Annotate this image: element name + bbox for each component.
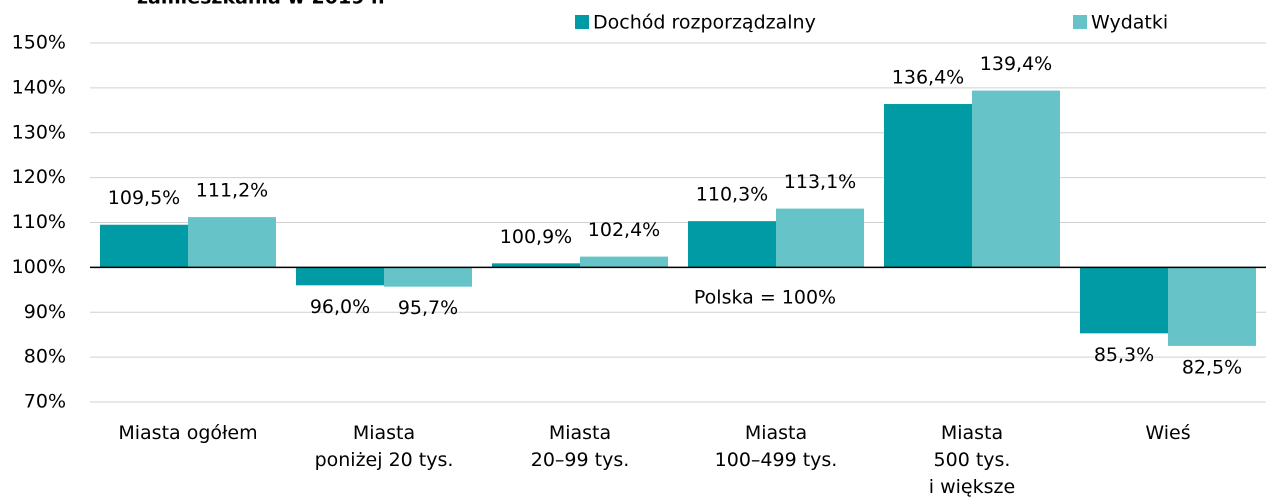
y-tick-label: 130% [12,121,66,143]
x-tick-label: Miasta 500 tys. i większe [929,422,1015,498]
y-tick-label: 150% [12,32,66,54]
bar [100,224,188,268]
bar [972,90,1060,268]
bar [492,263,580,268]
bar [580,256,668,268]
value-label: 100,9% [500,226,572,248]
y-tick-label: 70% [24,391,66,413]
y-tick-label: 80% [24,346,66,368]
legend-swatch [575,15,589,29]
legend-label: Wydatki [1091,12,1168,34]
y-tick-label: 140% [12,76,66,98]
bar [688,221,776,268]
chart-title: zamieszkania w 2019 r. [137,0,385,9]
x-tick-label: Wieś [1145,422,1190,444]
value-label: 102,4% [588,219,660,241]
value-label: 109,5% [108,187,180,209]
y-tick-label: 100% [12,256,66,278]
value-label: 82,5% [1182,356,1242,378]
legend-swatch [1073,15,1087,29]
value-label: 85,3% [1094,344,1154,366]
value-label: 95,7% [398,297,458,319]
y-tick-label: 110% [12,211,66,233]
bar [384,267,472,287]
bar [884,104,972,268]
bar [1080,267,1168,334]
x-tick-label: Miasta ogółem [118,422,257,444]
x-tick-label: Miasta 20–99 tys. [531,422,630,471]
bar [776,208,864,268]
value-label: 111,2% [196,180,268,202]
x-tick-label: Miasta 100–499 tys. [715,422,838,471]
y-tick-label: 120% [12,166,66,188]
annotation: Polska = 100% [694,287,836,309]
legend-label: Dochód rozporządzalny [593,12,816,34]
bar [1168,267,1256,346]
value-label: 96,0% [310,296,370,318]
value-label: 136,4% [892,67,964,89]
bar [296,267,384,286]
y-tick-label: 90% [24,301,66,323]
value-label: 113,1% [784,171,856,193]
x-tick-label: Miasta poniżej 20 tys. [315,422,454,471]
value-label: 139,4% [980,53,1052,75]
bar [188,217,276,268]
value-label: 110,3% [696,184,768,206]
